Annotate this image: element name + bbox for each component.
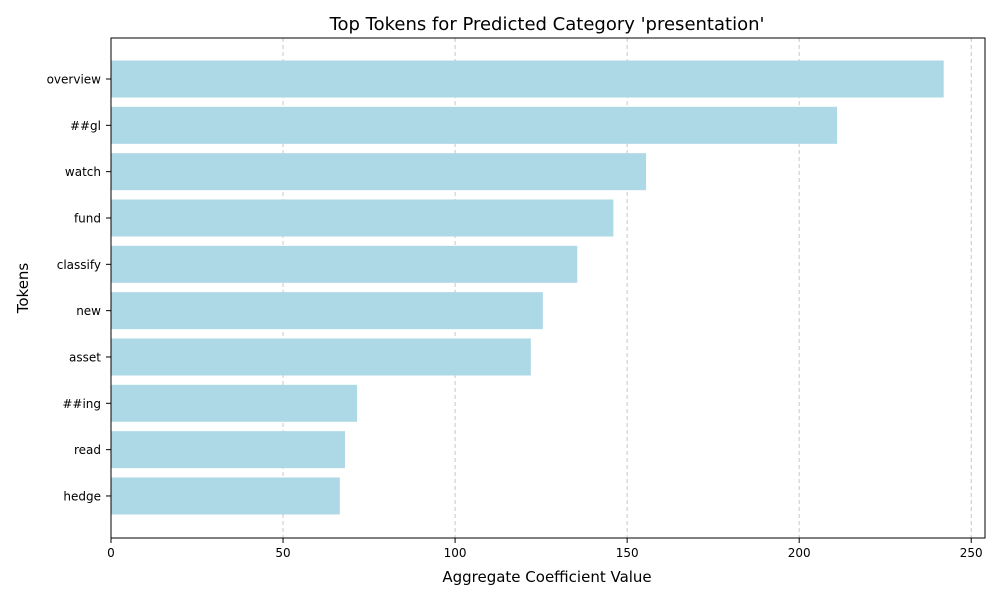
chart-title: Top Tokens for Predicted Category 'prese… <box>329 14 765 35</box>
bar-fund <box>111 199 614 237</box>
x-tick-label: 150 <box>616 546 639 560</box>
y-tick-label: read <box>74 443 101 457</box>
x-tick-label: 250 <box>960 546 983 560</box>
bar-new <box>111 292 543 330</box>
y-tick-label: classify <box>57 258 101 272</box>
y-tick-label: watch <box>65 165 101 179</box>
y-tick-label: hedge <box>63 489 101 503</box>
x-axis-label: Aggregate Coefficient Value <box>442 568 651 586</box>
bar-gl <box>111 106 838 144</box>
bar-asset <box>111 338 531 376</box>
bar-classify <box>111 245 578 283</box>
x-tick-label: 0 <box>107 546 115 560</box>
bar-ing <box>111 384 358 422</box>
bars <box>111 60 944 515</box>
y-tick-label: ##gl <box>70 119 101 133</box>
bar-hedge <box>111 477 340 515</box>
y-axis-label: Tokens <box>14 263 32 315</box>
x-tick-label: 200 <box>788 546 811 560</box>
bar-overview <box>111 60 944 98</box>
x-tick-label: 50 <box>275 546 290 560</box>
y-tick-label: fund <box>74 211 101 225</box>
x-tick-label: 100 <box>444 546 467 560</box>
y-tick-label: asset <box>69 350 101 364</box>
y-axis-ticks: overview ##gl watch fund classify new asset ##i… <box>47 73 111 503</box>
bar-read <box>111 431 345 469</box>
plot-frame <box>110 37 986 539</box>
y-tick-label: new <box>76 304 101 318</box>
bar-watch <box>111 153 647 191</box>
x-axis-ticks: 0 50 100 150 200 250 <box>107 538 983 560</box>
y-tick-label: ##ing <box>62 397 101 411</box>
y-tick-label: overview <box>47 73 102 87</box>
